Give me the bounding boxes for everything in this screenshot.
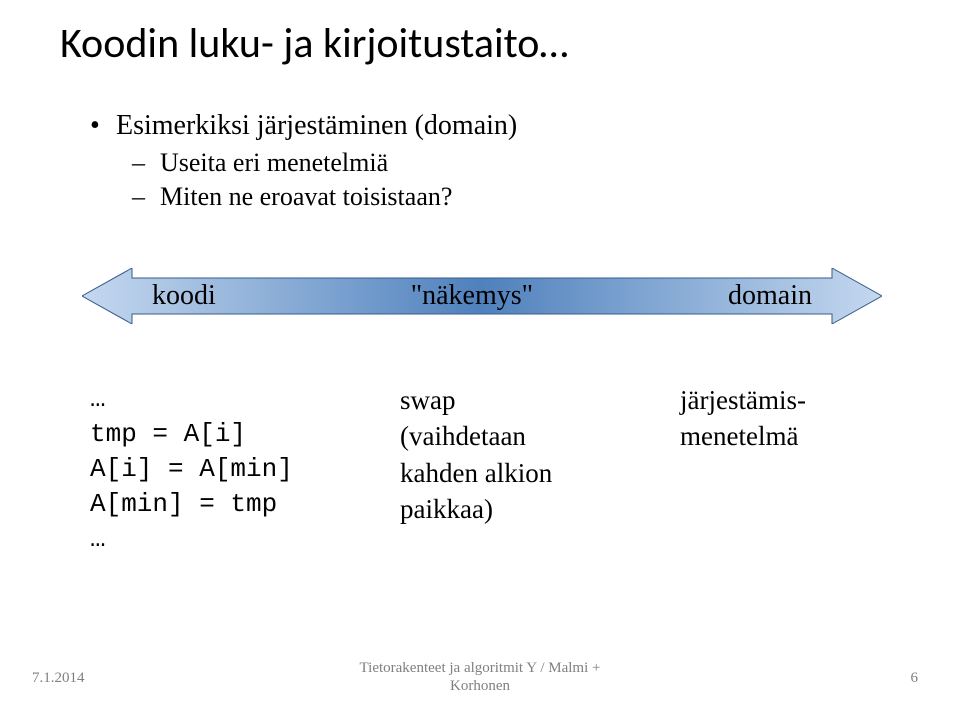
footer-center: Tietorakenteet ja algoritmit Y / Malmi +… xyxy=(0,659,960,697)
arrow-label-right: domain xyxy=(728,280,812,312)
bullet-sub-2: Miten ne eroavat toisistaan? xyxy=(132,182,517,212)
slide-title: Koodin luku- ja kirjoitustaito… xyxy=(60,18,568,69)
mid-line: swap xyxy=(400,382,680,418)
slide: Koodin luku- ja kirjoitustaito… Esimerki… xyxy=(0,0,960,714)
mid-line: kahden alkion xyxy=(400,455,680,491)
footer-page: 6 xyxy=(911,670,919,687)
code-line: A[min] = tmp xyxy=(90,487,400,522)
column-code: … tmp = A[i] A[i] = A[min] A[min] = tmp … xyxy=(90,382,400,557)
footer-center-line2: Korhonen xyxy=(450,678,510,694)
bullet-main: Esimerkiksi järjestäminen (domain) xyxy=(90,110,517,142)
arrow-label-left: koodi xyxy=(152,280,216,312)
code-line: A[i] = A[min] xyxy=(90,452,400,487)
bullet-sub-1: Useita eri menetelmiä xyxy=(132,148,517,178)
code-line: … xyxy=(90,522,400,557)
footer-center-line1: Tietorakenteet ja algoritmit Y / Malmi + xyxy=(360,660,601,676)
code-line: … xyxy=(90,382,400,417)
mid-line: paikkaa) xyxy=(400,491,680,527)
right-line: menetelmä xyxy=(680,418,890,454)
column-mid: swap (vaihdetaan kahden alkion paikkaa) xyxy=(400,382,680,557)
columns: … tmp = A[i] A[i] = A[min] A[min] = tmp … xyxy=(90,382,890,557)
code-line: tmp = A[i] xyxy=(90,417,400,452)
mid-line: (vaihdetaan xyxy=(400,418,680,454)
arrow-labels: koodi "näkemys" domain xyxy=(82,268,882,324)
bullet-list: Esimerkiksi järjestäminen (domain) Useit… xyxy=(90,110,517,216)
right-line: järjestämis- xyxy=(680,382,890,418)
column-right: järjestämis- menetelmä xyxy=(680,382,890,557)
arrow-label-mid: "näkemys" xyxy=(411,280,533,312)
double-arrow: koodi "näkemys" domain xyxy=(82,268,882,324)
